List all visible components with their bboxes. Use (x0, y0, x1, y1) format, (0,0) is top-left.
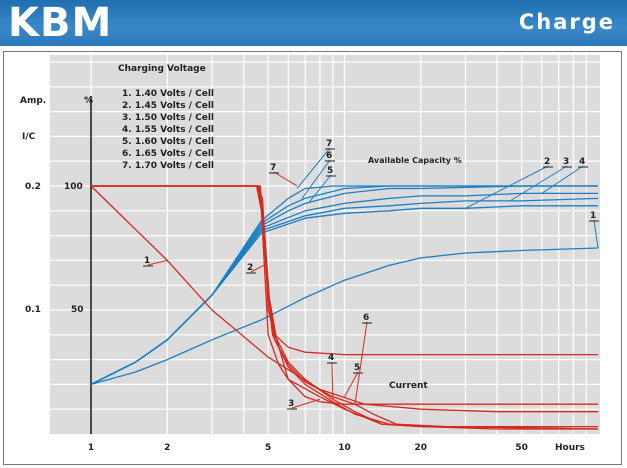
legend-entry-5: 5. 1.60 Volts / Cell (122, 137, 214, 147)
capacity-curve-7 (90, 185, 598, 385)
callout-label-5: 5 (354, 363, 360, 373)
callout-label-5: 5 (327, 166, 333, 176)
callout-leader (331, 361, 334, 400)
callout-leader (344, 371, 359, 398)
callout-leader (301, 159, 331, 199)
callout-label-2: 2 (544, 157, 550, 167)
legend-entry-6: 6. 1.65 Volts / Cell (122, 149, 214, 159)
y-left-tick-0.1: 0.1 (25, 305, 41, 315)
x-tick-5: 5 (265, 443, 271, 453)
header-bar: KBM Charge (0, 0, 627, 46)
callout-label-1: 1 (590, 211, 596, 221)
legend-entry-3: 3. 1.50 Volts / Cell (122, 113, 214, 123)
current-curves (90, 185, 599, 430)
y-right-title: % (84, 96, 93, 106)
callout-leader (509, 165, 568, 202)
callout-label-6: 6 (363, 313, 369, 323)
x-tick-10: 10 (338, 443, 351, 453)
x-tick-2: 2 (164, 443, 170, 453)
callout-label-6: 6 (326, 151, 332, 161)
x-axis-label: Hours (555, 443, 585, 453)
callout-leader (465, 165, 549, 209)
callout-leader (296, 147, 331, 189)
current-curve-7 (91, 185, 598, 430)
section-title: Charge (518, 10, 615, 34)
plot-area (50, 55, 600, 434)
brand-logo: KBM (8, 0, 113, 46)
current-label: Current (389, 381, 428, 391)
callout-leader (291, 398, 321, 409)
y-right-tick-100: 100 (64, 182, 83, 192)
callout-label-7: 7 (326, 139, 332, 149)
capacity-label: Available Capacity % (368, 156, 462, 165)
x-tick-labels: 1 2 5 10 20 50 (88, 443, 528, 453)
capacity-curve-1 (90, 247, 599, 386)
y-left-tick-0.2: 0.2 (25, 182, 41, 192)
legend-entry-1: 1. 1.40 Volts / Cell (122, 89, 214, 99)
callout-leader (541, 165, 584, 194)
callout-leader (147, 259, 168, 266)
callout-leader (354, 321, 368, 405)
capacity-curves (90, 185, 599, 386)
y-left-subtitle: I/C (22, 132, 36, 142)
legend-entry-7: 7. 1.70 Volts / Cell (122, 161, 214, 171)
legend-entry-2: 2. 1.45 Volts / Cell (122, 101, 214, 111)
x-tick-50: 50 (515, 443, 528, 453)
callout-label-4: 4 (579, 157, 585, 167)
x-tick-1: 1 (88, 443, 94, 453)
y-left-title: Amp. (20, 96, 46, 106)
callout-leader (250, 264, 264, 273)
legend: 1. 1.40 Volts / Cell 2. 1.45 Volts / Cell… (122, 89, 214, 171)
callout-label-7: 7 (270, 163, 276, 173)
callout-leader (273, 171, 298, 187)
callout-label-3: 3 (288, 399, 294, 409)
legend-entry-4: 4. 1.55 Volts / Cell (122, 125, 214, 135)
callout-label-1: 1 (144, 256, 150, 266)
x-tick-20: 20 (415, 443, 428, 453)
callout-leader (593, 219, 599, 249)
legend-title: Charging Voltage (118, 64, 206, 74)
callout-leader (307, 174, 332, 204)
callout-label-3: 3 (563, 157, 569, 167)
callout-label-2: 2 (247, 263, 253, 273)
callout-label-4: 4 (328, 353, 334, 363)
y-right-tick-50: 50 (71, 305, 84, 315)
